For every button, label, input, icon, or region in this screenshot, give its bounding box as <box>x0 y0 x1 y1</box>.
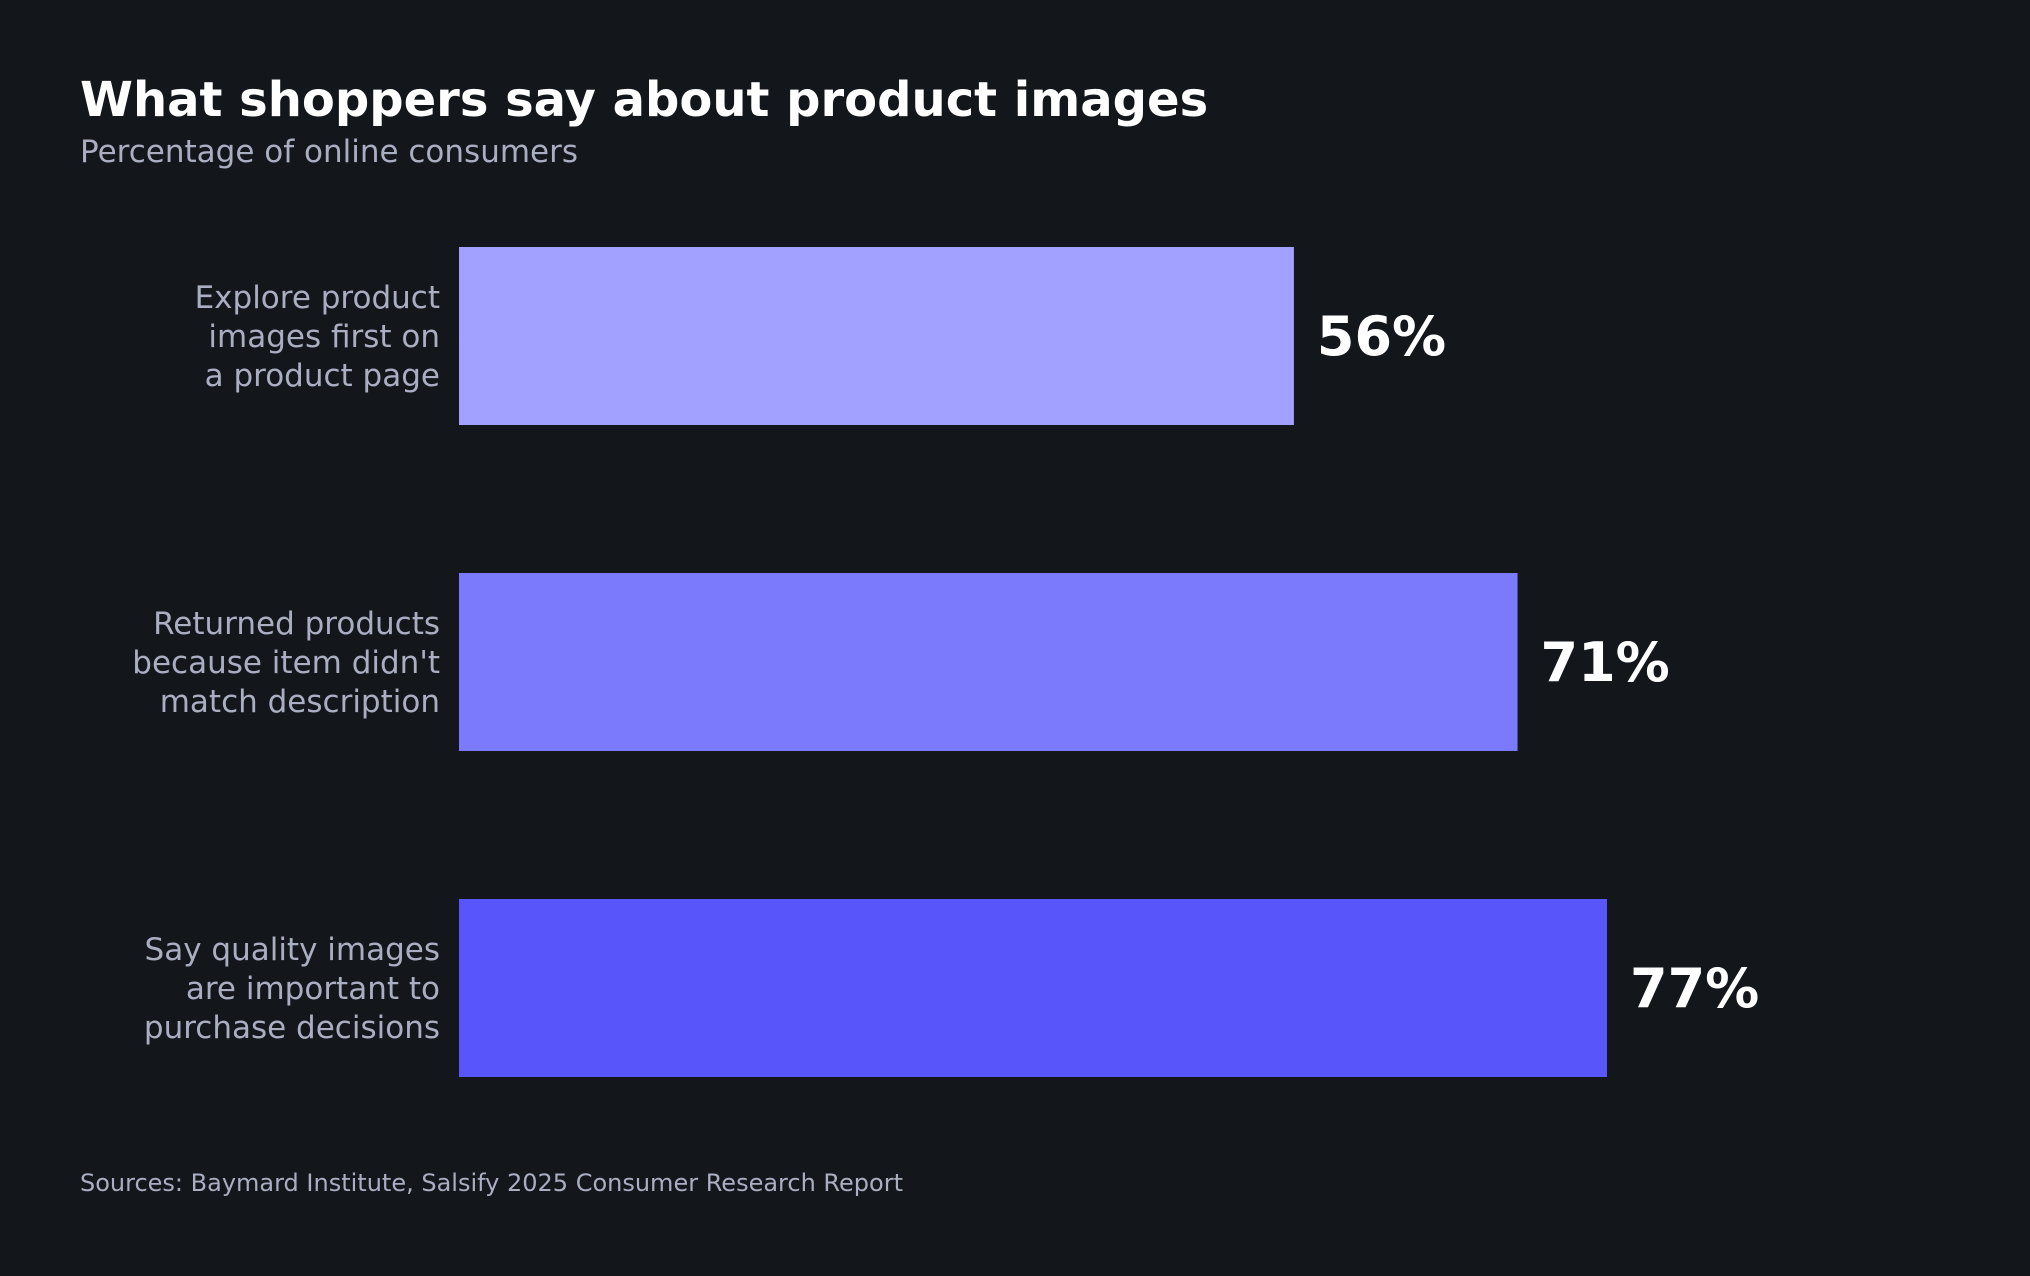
bar-value-label-1: 56% <box>1317 305 1446 368</box>
chart-subtitle: Percentage of online consumers <box>80 134 579 170</box>
category-label-2: Returned products because item didn't matc… <box>132 606 440 720</box>
bar-2 <box>459 573 1518 751</box>
source-note: Sources: Baymard Institute, Salsify 2025… <box>80 1169 903 1197</box>
category-label-1: Explore product images first on a product … <box>195 280 440 394</box>
bar-value-label-3: 77% <box>1630 957 1759 1020</box>
bar-1 <box>459 247 1294 425</box>
bar-value-label-2: 71% <box>1541 631 1670 694</box>
category-label-3: Say quality images are important to purcha… <box>144 932 440 1046</box>
bar-3 <box>459 899 1607 1077</box>
chart-title: What shoppers say about product images <box>80 72 1209 128</box>
